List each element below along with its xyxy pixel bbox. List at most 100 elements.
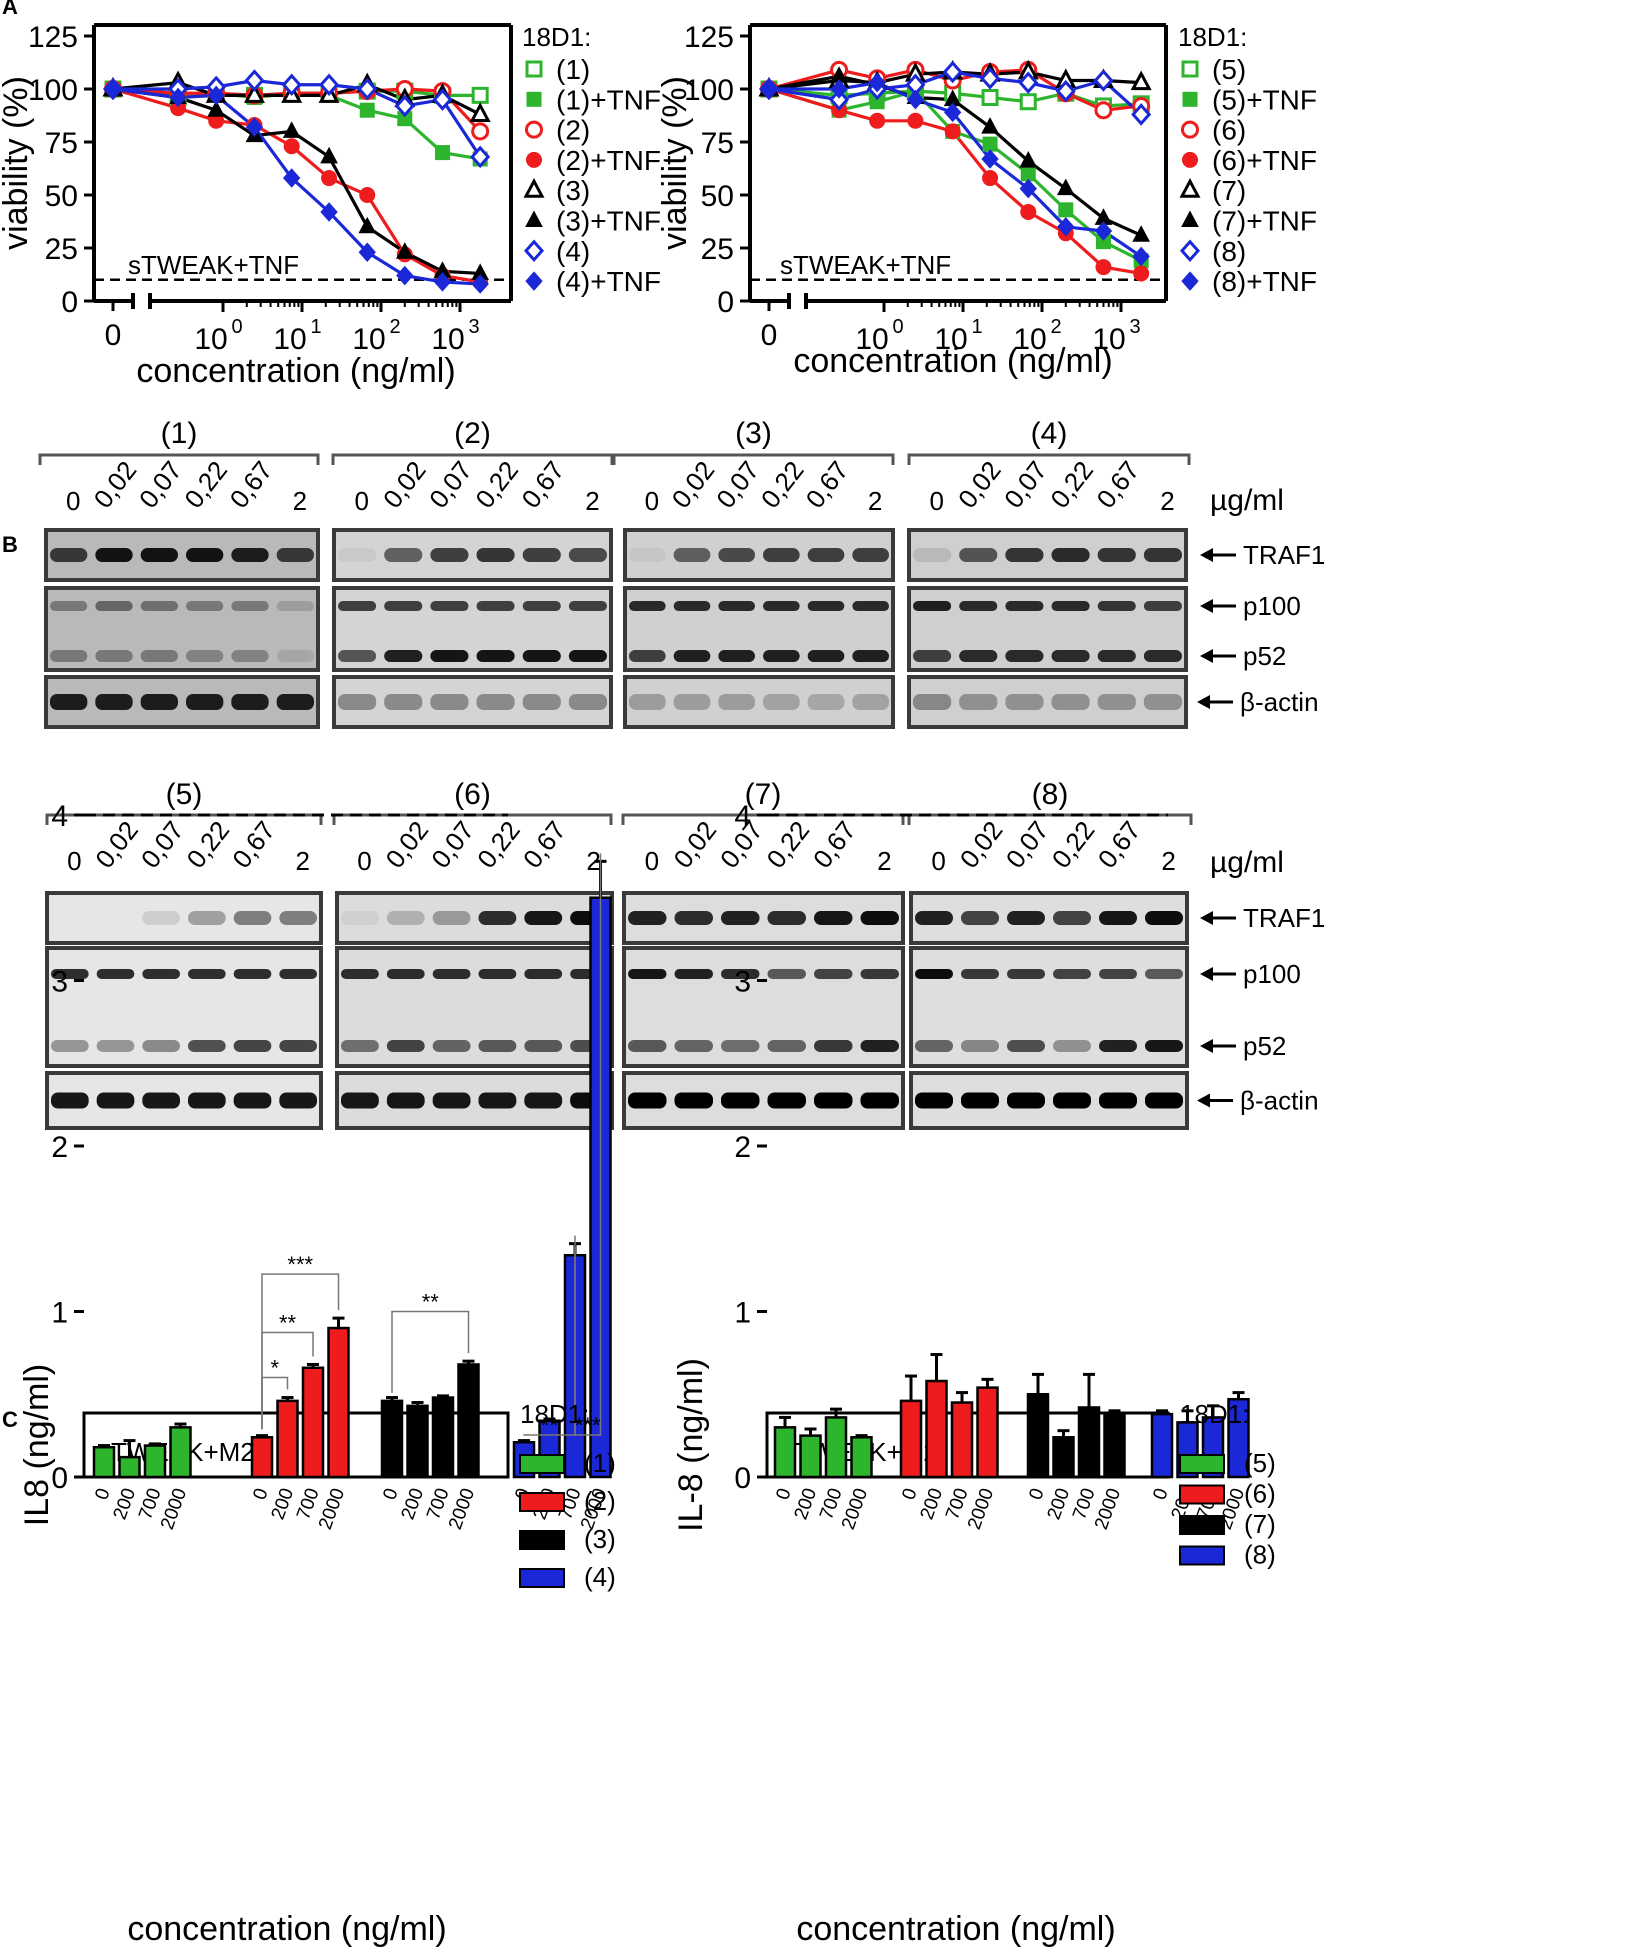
legend-marker bbox=[523, 239, 545, 263]
blot-band-p52 bbox=[233, 1039, 272, 1052]
blot-band bbox=[961, 1092, 999, 1109]
legend-marker bbox=[525, 60, 543, 78]
bar bbox=[118, 1455, 141, 1479]
data-point bbox=[283, 138, 300, 155]
blot-band bbox=[142, 1092, 180, 1109]
data-point bbox=[1019, 93, 1037, 111]
x-tick-exponent: 2 bbox=[1050, 316, 1061, 338]
panel-label-c: C bbox=[2, 1407, 18, 1432]
legend-title: 18D1: bbox=[1178, 22, 1247, 52]
bar bbox=[1103, 1412, 1126, 1479]
blot-band-p100 bbox=[188, 968, 226, 979]
blot-band bbox=[233, 911, 272, 925]
blot-membrane bbox=[622, 946, 905, 1068]
blot-band-p100 bbox=[629, 601, 666, 612]
legend-marker bbox=[525, 271, 543, 291]
data-point bbox=[321, 170, 338, 187]
blot-membrane bbox=[623, 528, 895, 582]
data-point bbox=[982, 170, 999, 187]
series-line bbox=[768, 74, 1142, 237]
data-point bbox=[1020, 166, 1036, 182]
legend-label: (4)+TNF bbox=[556, 266, 661, 297]
blot-band bbox=[1053, 911, 1091, 925]
data-point bbox=[981, 117, 999, 134]
legend-marker bbox=[1181, 60, 1199, 78]
panel-label-b: B bbox=[2, 532, 18, 557]
blot-band bbox=[673, 694, 711, 710]
bar bbox=[380, 1399, 404, 1479]
blot-group-label: (8) bbox=[1032, 778, 1069, 811]
blot-membrane bbox=[907, 528, 1188, 582]
blot-band bbox=[1099, 1092, 1137, 1109]
x-tick-exponent: 3 bbox=[468, 316, 479, 338]
data-point bbox=[319, 73, 340, 97]
blot-band bbox=[915, 1092, 953, 1109]
blot-band bbox=[1143, 694, 1182, 710]
blot-arrow-head bbox=[1197, 695, 1210, 709]
blot-lane-label: 2 bbox=[1160, 486, 1174, 516]
blot-band-p52 bbox=[913, 650, 952, 663]
blot-band-p100 bbox=[767, 968, 806, 979]
y-tick-label: 4 bbox=[734, 800, 751, 833]
blot-band-p100 bbox=[186, 601, 224, 612]
blot-band bbox=[674, 1092, 713, 1109]
bar bbox=[301, 1366, 325, 1479]
data-point bbox=[868, 72, 886, 93]
data-point bbox=[281, 73, 302, 97]
blot-band-p100 bbox=[432, 968, 471, 979]
blot-row-label: TRAF1 bbox=[1243, 540, 1325, 570]
data-point bbox=[434, 145, 450, 161]
y-tick-label: 1 bbox=[51, 1297, 68, 1330]
blot-band-p100 bbox=[430, 601, 469, 612]
series-line bbox=[112, 87, 481, 284]
blot-band-p100 bbox=[673, 601, 711, 612]
legend-title: 18D1: bbox=[1180, 1399, 1249, 1429]
blot-unit-label: µg/ml bbox=[1210, 484, 1284, 517]
reference-line-label: sTWEAK+TNF bbox=[780, 250, 951, 280]
blot-band-p52 bbox=[807, 650, 845, 663]
blot-band-p100 bbox=[763, 601, 800, 612]
blot-band bbox=[628, 1092, 667, 1109]
blot-group-bracket bbox=[907, 813, 1193, 825]
legend-swatch bbox=[519, 1530, 565, 1550]
blot-band bbox=[629, 694, 666, 710]
data-point bbox=[433, 272, 452, 292]
blot-band-p52 bbox=[338, 650, 377, 663]
blot-band bbox=[959, 548, 998, 562]
blot-band-p52 bbox=[915, 1039, 953, 1052]
legend-label: (6) bbox=[1244, 1479, 1276, 1509]
blot-arrow-head bbox=[1200, 966, 1213, 981]
blot-row-label: TRAF1 bbox=[1243, 903, 1325, 933]
blot-band bbox=[913, 694, 952, 710]
data-point bbox=[207, 100, 226, 117]
y-axis-title: IL8 (ng/ml) bbox=[18, 1364, 56, 1527]
blot-band-p100 bbox=[233, 968, 272, 979]
y-axis-title: viability (%) bbox=[656, 76, 694, 250]
blot-membrane bbox=[44, 528, 320, 582]
blot-band bbox=[1051, 694, 1090, 710]
blot-band-p100 bbox=[915, 968, 953, 979]
data-point bbox=[1019, 178, 1037, 199]
blot-band bbox=[432, 1092, 471, 1109]
blot-band bbox=[860, 1092, 899, 1109]
blot-lane-label: 0 bbox=[645, 486, 659, 516]
data-point bbox=[1058, 202, 1074, 218]
blot-band-p52 bbox=[476, 650, 515, 663]
blot-band-p100 bbox=[1143, 601, 1182, 612]
bar bbox=[950, 1401, 974, 1479]
legend-label: (7) bbox=[1212, 175, 1246, 206]
blot-group-bracket bbox=[38, 453, 320, 465]
blot-band bbox=[522, 694, 561, 710]
data-point bbox=[358, 242, 376, 262]
data-point bbox=[944, 102, 962, 123]
blot-band-p100 bbox=[338, 601, 377, 612]
blot-band bbox=[1145, 911, 1183, 925]
blot-band-p52 bbox=[142, 1039, 180, 1052]
blot-band bbox=[913, 548, 952, 562]
blot-band bbox=[763, 694, 800, 710]
blot-membrane bbox=[45, 1071, 323, 1130]
x-tick-label: 0 bbox=[105, 319, 122, 352]
bar bbox=[1150, 1412, 1174, 1479]
series-line bbox=[112, 87, 481, 286]
